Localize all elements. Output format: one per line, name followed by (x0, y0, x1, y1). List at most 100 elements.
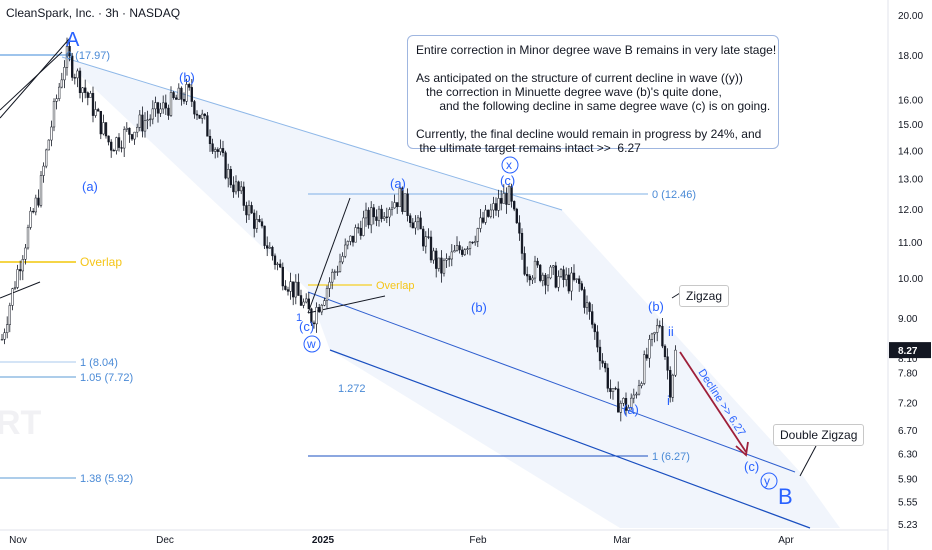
candle-body (494, 203, 498, 211)
channel-fill (62, 58, 840, 528)
candle-body (502, 193, 505, 204)
zigzag-callout[interactable]: Zigzag (679, 285, 730, 307)
price-tick-label: 11.00 (898, 238, 923, 249)
candle-body (570, 272, 573, 292)
candle-body (648, 339, 651, 359)
candle-body (318, 307, 321, 313)
watermark-text: RT (0, 404, 42, 442)
candle-body (305, 298, 308, 303)
price-tick-label: 10.00 (898, 274, 923, 285)
candle-body (232, 184, 235, 193)
candle-body (284, 285, 287, 290)
candle-body (354, 227, 357, 243)
candle-body (474, 241, 477, 243)
candle-body (206, 115, 209, 137)
candle-body (84, 87, 87, 93)
candle-body (544, 274, 547, 286)
decline-arrow (679, 351, 747, 453)
time-tick-label: 2025 (312, 535, 335, 546)
candle-body (250, 205, 253, 214)
candle-body (588, 302, 591, 312)
candle-body (169, 92, 173, 116)
fib-label-105: 1.05 (7.72) (80, 372, 133, 384)
price-tick-label: 6.70 (898, 426, 918, 437)
candle-body (518, 222, 521, 234)
candle-body (375, 216, 378, 221)
candle-body (19, 269, 22, 272)
symbol-header[interactable]: CleanSpark, Inc. · 3h · NASDAQ (6, 6, 181, 20)
candle-body (128, 127, 131, 135)
candle-body (331, 271, 334, 283)
price-tick-label: 9.00 (898, 314, 918, 325)
time-tick-label: Mar (613, 535, 631, 546)
candle-body (591, 311, 594, 325)
price-tick-label: 8.10 (898, 354, 918, 365)
candle-body (172, 92, 175, 99)
wave-label-a-3: (a) (623, 402, 639, 417)
wedge-line-c (0, 51, 63, 111)
candle-body (260, 221, 264, 227)
wave-label-b-3: (b) (648, 299, 664, 314)
candle-body (617, 388, 620, 413)
double-zigzag-callout[interactable]: Double Zigzag (773, 424, 865, 446)
candle-body (526, 273, 529, 277)
candle-body (162, 102, 165, 110)
candle-body (500, 198, 503, 204)
candle-body (596, 331, 599, 348)
candle-body (73, 77, 76, 79)
time-axis: Nov Dec 2025 Feb Mar Apr (0, 529, 888, 546)
candle-body (448, 258, 451, 260)
wave-label-ii: ii (668, 324, 674, 339)
candle-body (273, 255, 277, 265)
candle-body (159, 108, 162, 114)
candle-body (357, 227, 360, 229)
candle-body (120, 147, 123, 149)
candle-body (195, 113, 199, 116)
candle-body (445, 258, 448, 261)
candle-body (650, 333, 654, 340)
candle-body (661, 325, 664, 347)
double-zigzag-leader (799, 445, 817, 477)
candle-body (390, 207, 394, 210)
candle-body (24, 247, 27, 260)
candle-body (461, 249, 464, 255)
candle-body (276, 263, 279, 266)
candle-body (45, 149, 48, 167)
candle-body (554, 265, 557, 288)
candle-body (481, 217, 485, 223)
candle-body (468, 241, 472, 250)
candle-body (60, 79, 63, 88)
candle-body (310, 308, 313, 324)
candle-body (372, 207, 375, 218)
candle-body (424, 236, 427, 247)
candle-body (510, 186, 513, 202)
candle-body (13, 287, 17, 289)
candle-body (385, 216, 388, 218)
candle-body (315, 307, 318, 325)
candle-body (203, 113, 206, 116)
candle-body (575, 278, 578, 280)
note-line: the ultimate target remains intact >> 6.… (416, 141, 641, 155)
wave-label-B: B (778, 484, 793, 509)
candle-body (429, 236, 433, 261)
candle-body (21, 259, 24, 272)
candle-body (346, 241, 349, 246)
candle-body (164, 102, 167, 109)
candle-body (567, 274, 570, 292)
candle-body (253, 212, 256, 229)
candle-body (580, 283, 583, 290)
candle-body (112, 150, 115, 152)
candle-body (201, 113, 204, 119)
candle-body (193, 101, 196, 115)
candle-body (359, 227, 362, 236)
price-tick-label: 13.00 (898, 174, 923, 185)
price-axis: 20.00 18.00 16.00 15.00 14.00 13.00 12.00 11.00… (889, 11, 931, 531)
candle-body (427, 236, 430, 238)
candle-body (520, 232, 524, 254)
candle-body (299, 295, 303, 306)
candle-body (78, 70, 82, 94)
candle-body (437, 257, 440, 269)
candle-body (351, 235, 355, 243)
wave-label-y: y (764, 474, 770, 488)
